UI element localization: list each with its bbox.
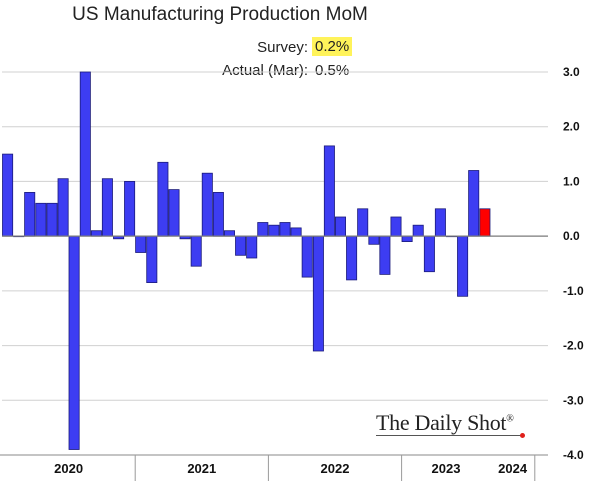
bar bbox=[235, 235, 247, 256]
x-year-label: 2021 bbox=[187, 461, 216, 476]
bar-highlight bbox=[479, 208, 491, 237]
logo-underline bbox=[376, 435, 522, 436]
bar bbox=[434, 208, 446, 237]
bar bbox=[401, 235, 413, 243]
bar bbox=[146, 235, 158, 284]
y-tick-label: 2.0 bbox=[563, 120, 580, 134]
bar bbox=[79, 71, 91, 237]
x-year-label: 2022 bbox=[321, 461, 350, 476]
bar bbox=[57, 178, 69, 237]
bar bbox=[201, 172, 213, 237]
bar bbox=[457, 235, 469, 297]
bar bbox=[368, 235, 380, 245]
y-tick-label: 3.0 bbox=[563, 65, 580, 79]
bars bbox=[2, 71, 491, 450]
bar bbox=[468, 170, 480, 237]
bar bbox=[46, 202, 58, 237]
chart-title: US Manufacturing Production MoM bbox=[72, 4, 368, 25]
bar bbox=[412, 224, 424, 237]
logo-registered-mark: ® bbox=[506, 413, 514, 425]
bar bbox=[168, 189, 180, 237]
bar bbox=[257, 222, 269, 237]
logo-red-dot bbox=[520, 433, 525, 438]
bar bbox=[35, 202, 47, 237]
bar bbox=[334, 216, 346, 237]
y-tick-label: 1.0 bbox=[563, 174, 580, 188]
bar bbox=[279, 222, 291, 237]
bar bbox=[423, 235, 435, 273]
bar bbox=[390, 216, 402, 237]
survey-label: Survey: bbox=[257, 39, 308, 56]
axes: 3.0 2.0 1.0 0.0 -1.0 -2.0 -3.0 -4.0 2020 2021 2022… bbox=[0, 65, 584, 481]
bar bbox=[357, 208, 369, 237]
bar bbox=[290, 227, 302, 237]
bar bbox=[157, 161, 169, 237]
bar bbox=[346, 235, 358, 281]
bar bbox=[101, 178, 113, 237]
y-tick-label: -4.0 bbox=[563, 448, 584, 462]
bar bbox=[24, 191, 36, 237]
bar bbox=[68, 235, 80, 450]
bar bbox=[323, 145, 335, 237]
actual-value: 0.5% bbox=[315, 62, 350, 79]
bar bbox=[379, 235, 391, 275]
bar bbox=[190, 235, 202, 267]
actual-label: Actual (Mar): bbox=[222, 62, 308, 79]
bar bbox=[135, 235, 147, 253]
survey-value: 0.2% bbox=[312, 37, 353, 56]
bar bbox=[301, 235, 313, 278]
y-tick-label: -2.0 bbox=[563, 339, 584, 353]
bar bbox=[223, 230, 235, 237]
x-year-label: 2020 bbox=[54, 461, 83, 476]
logo-text: The Daily Shot bbox=[376, 410, 507, 435]
bar bbox=[246, 235, 258, 259]
bar bbox=[90, 230, 102, 237]
bar bbox=[312, 235, 324, 352]
y-tick-label: 0.0 bbox=[563, 229, 580, 243]
bar bbox=[212, 191, 224, 237]
bar bbox=[268, 224, 280, 237]
y-tick-label: -3.0 bbox=[563, 393, 584, 407]
bar bbox=[124, 180, 136, 237]
x-year-label: 2024 bbox=[498, 461, 528, 476]
the-daily-shot-logo: The Daily Shot® bbox=[376, 410, 514, 436]
bar bbox=[2, 153, 14, 237]
y-tick-label: -1.0 bbox=[563, 284, 584, 298]
x-year-label: 2023 bbox=[432, 461, 461, 476]
